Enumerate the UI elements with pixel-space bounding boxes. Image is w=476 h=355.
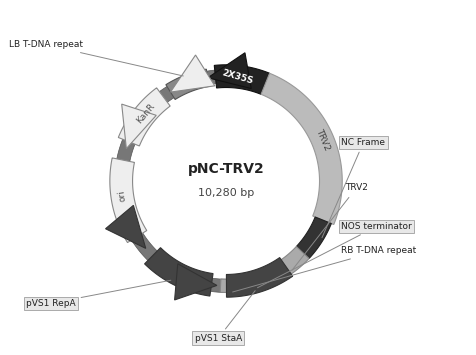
Text: LB T-DNA repeat: LB T-DNA repeat [9, 40, 183, 76]
Text: 2X35S: 2X35S [220, 68, 254, 86]
Text: RB T-DNA repeat: RB T-DNA repeat [233, 246, 416, 292]
Text: NOS terminator: NOS terminator [258, 222, 412, 288]
Polygon shape [145, 248, 213, 296]
Polygon shape [214, 65, 269, 94]
Polygon shape [220, 278, 239, 293]
Polygon shape [227, 258, 293, 297]
Polygon shape [170, 55, 215, 92]
Text: ori: ori [117, 189, 128, 202]
Text: TRV2: TRV2 [292, 184, 368, 271]
Polygon shape [175, 264, 217, 300]
Text: TRV2: TRV2 [314, 128, 331, 152]
Polygon shape [208, 53, 251, 88]
Text: KanR: KanR [135, 102, 157, 125]
Polygon shape [110, 158, 147, 242]
Text: NC Frame: NC Frame [322, 138, 386, 238]
Polygon shape [261, 73, 342, 224]
Text: pVS1 RepA: pVS1 RepA [26, 280, 171, 308]
Text: pNC-TRV2: pNC-TRV2 [188, 162, 265, 176]
Polygon shape [115, 70, 337, 293]
Polygon shape [297, 217, 331, 258]
Polygon shape [106, 206, 146, 248]
Polygon shape [119, 88, 170, 146]
Polygon shape [238, 270, 268, 294]
Text: 10,280 bp: 10,280 bp [198, 188, 254, 198]
Text: pVS1 StaA: pVS1 StaA [195, 291, 255, 343]
Polygon shape [122, 104, 156, 149]
Polygon shape [262, 246, 309, 286]
Polygon shape [166, 69, 209, 99]
